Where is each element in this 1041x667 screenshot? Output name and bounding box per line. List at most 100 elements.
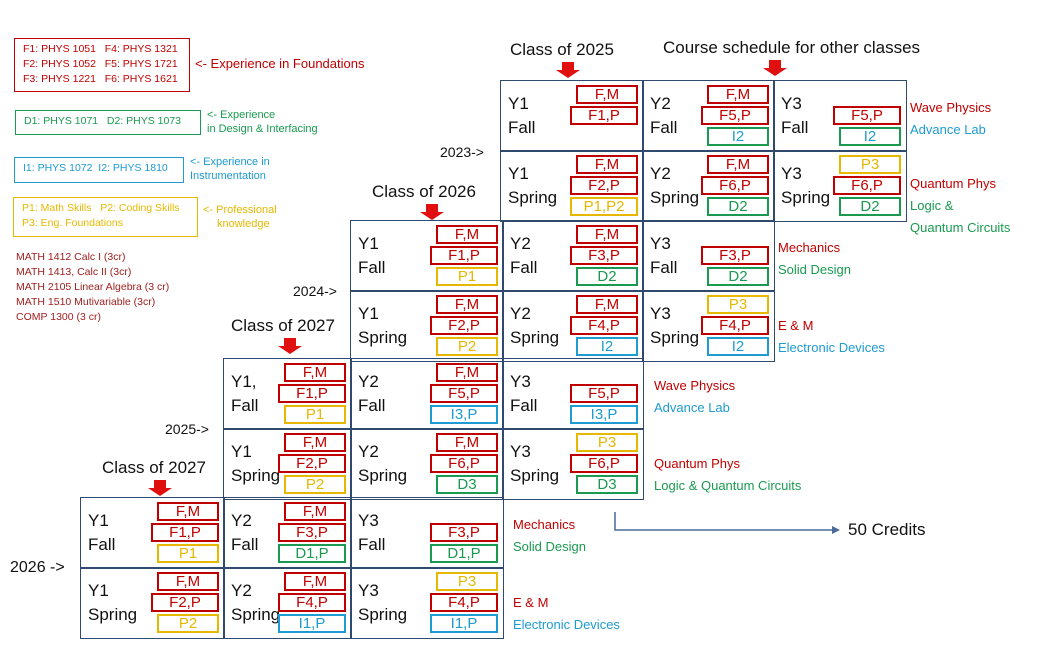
legend-line: F1: PHYS 1051 F4: PHYS 1321	[23, 43, 178, 55]
course-topic: Solid Design	[513, 539, 586, 554]
schedule-cell	[773, 80, 907, 152]
schedule-cell	[80, 567, 225, 639]
cell-term: Fall	[650, 118, 678, 137]
course-topic: Quantum Circuits	[910, 220, 1011, 235]
course-topic: Wave Physics	[910, 100, 992, 115]
course-badge: F6,P	[701, 176, 769, 195]
class-header: Class of 2025	[510, 40, 614, 59]
course-badge: I1,P	[430, 614, 498, 633]
schedule-cell	[642, 80, 775, 152]
course-badge: F6,P	[570, 454, 638, 473]
schedule-cell	[502, 220, 644, 292]
math-course: MATH 1413, Calc II (3cr)	[16, 266, 132, 278]
course-badge: I2	[707, 337, 769, 356]
cell-term: Fall	[358, 396, 386, 415]
cell-year: Y2	[510, 234, 531, 253]
course-badge: F1,P	[151, 523, 219, 542]
course-topic: Wave Physics	[654, 378, 736, 393]
course-badge: F3,P	[430, 523, 498, 542]
cell-year: Y2	[650, 94, 671, 113]
class-header: Course schedule for other classes	[663, 38, 921, 57]
legend-foundations-box: F1: PHYS 1051 F4: PHYS 1321 F2: PHYS 1052…	[14, 38, 190, 92]
cell-year: Y2	[510, 304, 531, 323]
cell-year: Y2	[650, 164, 671, 183]
schedule-cell	[502, 428, 644, 500]
course-badge: D3	[436, 475, 498, 494]
schedule-cell	[223, 428, 352, 500]
course-badge: P3	[839, 155, 901, 174]
course-badge: P2	[157, 614, 219, 633]
schedule-cell	[642, 150, 775, 222]
course-badge: P1	[157, 544, 219, 563]
course-badge: F,M	[157, 502, 219, 521]
cell-term: Spring	[510, 328, 560, 347]
course-badge: F,M	[284, 502, 346, 521]
legend-design-box: D1: PHYS 1071 D2: PHYS 1073	[15, 110, 201, 135]
cell-year: Y2	[231, 511, 252, 530]
course-badge: P3	[436, 572, 498, 591]
course-topic: Electronic Devices	[513, 617, 620, 632]
cell-term: Spring	[358, 605, 408, 624]
cell-term: Fall	[510, 396, 538, 415]
course-badge: P2	[284, 475, 346, 494]
math-course: MATH 1510 Mutivariable (3cr)	[16, 296, 156, 308]
course-topic: E & M	[513, 595, 549, 610]
class-header: Class of 2027	[102, 458, 206, 477]
course-topic: Quantum Phys	[910, 176, 996, 191]
course-badge: F1,P	[430, 246, 498, 265]
cell-term: Spring	[88, 605, 138, 624]
course-badge: P1	[436, 267, 498, 286]
course-badge: F5,P	[430, 384, 498, 403]
cell-term: Spring	[508, 188, 558, 207]
cell-year: Y3	[781, 94, 802, 113]
schedule-cell	[223, 567, 352, 639]
class-header: Class of 2026	[372, 182, 476, 201]
schedule-cell	[642, 220, 775, 292]
course-badge: P1,P2	[570, 197, 638, 216]
schedule-cell	[223, 497, 352, 569]
cell-term: Fall	[510, 258, 538, 277]
cell-year: Y1	[508, 164, 529, 183]
course-badge: D1,P	[430, 544, 498, 563]
cell-year: Y2	[358, 372, 379, 391]
course-badge: D2	[839, 197, 901, 216]
cell-term: Fall	[88, 535, 116, 554]
total-credits: 50 Credits	[848, 520, 926, 539]
cell-year: Y1	[88, 581, 109, 600]
course-badge: I2	[707, 127, 769, 146]
course-badge: F3,P	[701, 246, 769, 265]
schedule-cell	[350, 220, 504, 292]
course-badge: F2,P	[151, 593, 219, 612]
course-badge: F4,P	[701, 316, 769, 335]
course-topic: Advance Lab	[910, 122, 986, 137]
course-badge: F,M	[576, 155, 638, 174]
legend-line: I1: PHYS 1072 I2: PHYS 1810	[23, 162, 168, 174]
course-badge: F1,P	[570, 106, 638, 125]
schedule-cell	[350, 497, 504, 569]
cell-year: Y2	[358, 442, 379, 461]
cell-year: Y3	[781, 164, 802, 183]
course-badge: F,M	[157, 572, 219, 591]
connector-line	[614, 512, 832, 531]
legend-professional-label: <- Professional	[203, 204, 277, 216]
cell-year: Y3	[650, 234, 671, 253]
legend-instrumentation-box: I1: PHYS 1072 I2: PHYS 1810	[14, 157, 184, 183]
course-badge: D3	[576, 475, 638, 494]
course-badge: I2	[839, 127, 901, 146]
course-badge: I3,P	[570, 405, 638, 424]
cell-year: Y1	[88, 511, 109, 530]
course-topic: Logic &	[910, 198, 954, 213]
course-badge: F,M	[576, 295, 638, 314]
course-badge: P3	[707, 295, 769, 314]
schedule-cell	[350, 567, 504, 639]
course-badge: F,M	[576, 225, 638, 244]
cell-year: Y1	[358, 304, 379, 323]
course-badge: F6,P	[430, 454, 498, 473]
course-topic: Quantum Phys	[654, 456, 740, 471]
year-label: 2023->	[440, 144, 484, 160]
year-label: 2024->	[293, 283, 337, 299]
course-badge: D1,P	[278, 544, 346, 563]
schedule-cell	[500, 80, 644, 152]
cell-year: Y1	[358, 234, 379, 253]
